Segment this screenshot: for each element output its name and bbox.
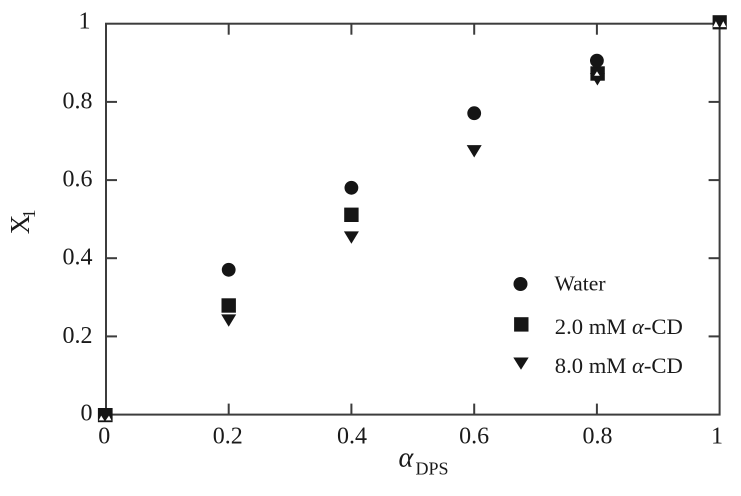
svg-text:0.2: 0.2: [213, 423, 243, 449]
svg-text:1: 1: [19, 210, 39, 219]
svg-text:0.8: 0.8: [583, 423, 613, 449]
svg-text:2.0 mM α-CD: 2.0 mM α-CD: [555, 314, 683, 339]
svg-text:0: 0: [98, 423, 110, 449]
svg-text:Water: Water: [555, 271, 606, 295]
svg-text:8.0 mM α-CD: 8.0 mM α-CD: [555, 353, 683, 378]
svg-text:1: 1: [711, 423, 723, 449]
svg-text:X: X: [5, 214, 35, 234]
svg-text:0.4: 0.4: [63, 245, 93, 271]
svg-text:0.2: 0.2: [63, 323, 93, 349]
svg-text:0.6: 0.6: [459, 423, 489, 449]
svg-text:0: 0: [81, 401, 93, 427]
svg-text:0.8: 0.8: [63, 88, 93, 114]
svg-text:DPS: DPS: [416, 459, 449, 479]
svg-text:α: α: [399, 442, 415, 473]
svg-text:1: 1: [79, 9, 91, 35]
svg-text:0.6: 0.6: [63, 167, 93, 193]
svg-text:0.4: 0.4: [337, 423, 367, 449]
